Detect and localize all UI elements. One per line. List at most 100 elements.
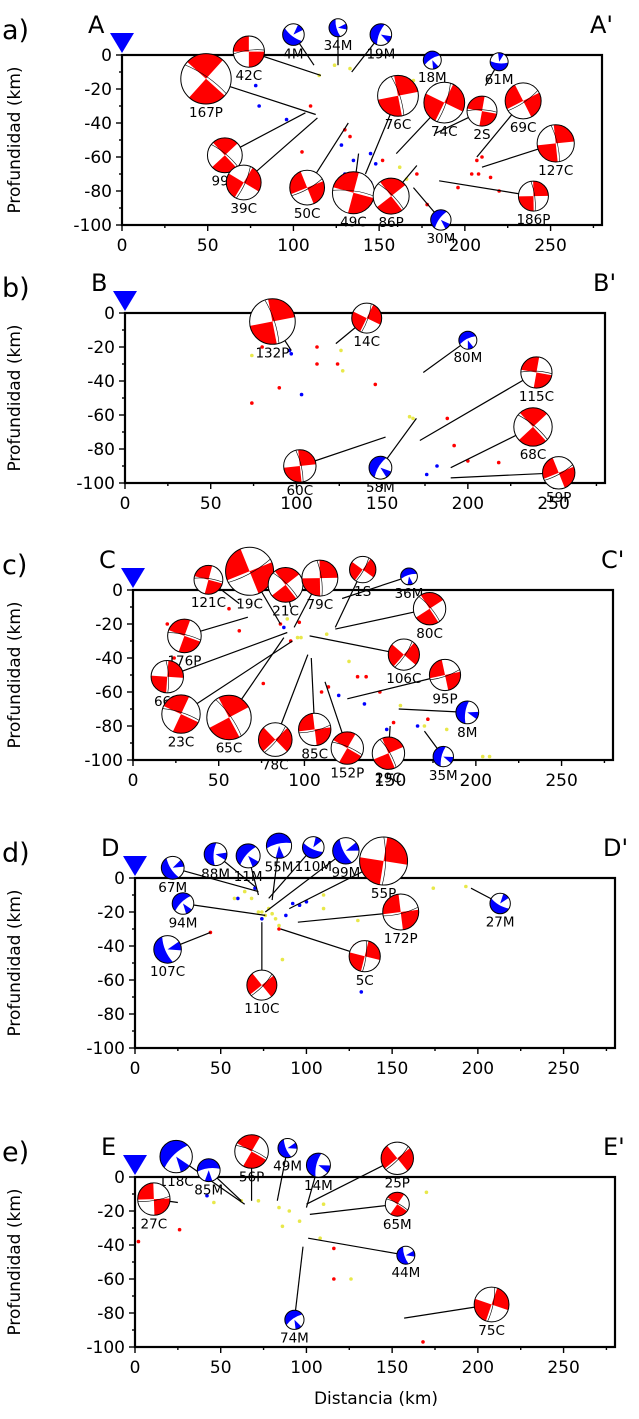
focal-mechanism-95P: [428, 658, 462, 692]
section-start-label: A: [88, 11, 105, 39]
mechanism-label: 39C: [230, 201, 257, 217]
beachball-fill: [519, 407, 548, 427]
hypocenter-red-dot: [319, 690, 324, 694]
nodal-plane: [235, 1144, 268, 1159]
hypocenter-yellow-dot: [318, 1236, 322, 1240]
hypocenter-red-dot: [332, 1246, 336, 1251]
mechanism-leader-line: [419, 371, 537, 442]
beachball-outline: [282, 23, 305, 46]
mechanism-label: 25P: [385, 1176, 410, 1192]
focal-mechanism-66C: [150, 660, 184, 694]
mechanism-label: 79C: [307, 597, 334, 613]
focal-mechanism-115C: [520, 356, 553, 389]
beachball-fill: [159, 1140, 188, 1168]
nodal-plane: [355, 557, 370, 582]
beachball-outline: [246, 969, 278, 1001]
mechanism-label: 110M: [295, 859, 332, 875]
x-tick-label: 200: [449, 236, 481, 256]
mechanism-label: 4M: [283, 46, 303, 62]
section-start-label: C: [99, 546, 116, 574]
hypocenter-red-dot: [391, 720, 396, 725]
focal-mechanism-49C: [331, 171, 375, 215]
hypocenter-blue-dot: [351, 158, 356, 163]
beachball-fill: [467, 711, 479, 720]
panel-letter: b): [2, 273, 30, 304]
hypocenter-yellow-dot: [339, 348, 343, 353]
beachball-fill: [289, 171, 308, 195]
mechanism-leader-line: [172, 867, 259, 893]
beachball-fill: [370, 23, 385, 45]
nodal-plane: [550, 125, 560, 162]
beachball-fill: [407, 576, 413, 585]
hypocenter-yellow-dot: [232, 896, 237, 901]
y-tick-label: 0: [114, 869, 125, 889]
beachball-outline: [298, 712, 332, 747]
beachball-outline: [265, 832, 293, 859]
hypocenter-red-dot: [421, 1340, 425, 1344]
beachball-fill: [479, 111, 497, 127]
mechanism-label: 65M: [383, 1217, 412, 1233]
x-tick-label: 150: [366, 494, 398, 514]
beachball-fill: [458, 331, 476, 345]
focal-mechanism-74M: [284, 1309, 305, 1330]
beachball-quadrants: [197, 1158, 221, 1182]
beachball-quadrants: [266, 833, 292, 859]
x-tick-label: 50: [210, 1358, 232, 1378]
beachball-quadrants: [233, 36, 265, 68]
y-tick-label: -100: [84, 751, 123, 771]
beachball-fill: [518, 196, 534, 212]
nodal-plane: [137, 1195, 171, 1202]
beachball-fill: [243, 167, 262, 192]
beachball-quadrants: [172, 892, 192, 914]
hypocenter-yellow-dot: [256, 1199, 261, 1203]
hypocenter-yellow-dot: [285, 617, 290, 621]
focal-mechanism-110M: [301, 836, 325, 859]
focal-mechanism-99C: [206, 137, 243, 174]
y-tick-label: 0: [101, 46, 112, 66]
hypocenter-red-dot: [488, 175, 493, 180]
focal-mechanism-25P: [380, 1141, 414, 1176]
beachball-fill: [339, 748, 362, 765]
focal-mechanism-18M: [422, 50, 442, 70]
y-tick-label: -40: [95, 649, 123, 669]
beachball-quadrants: [349, 557, 376, 582]
hypocenter-yellow-dot: [347, 659, 351, 664]
mechanism-label: 118C: [159, 1174, 194, 1190]
beachball-outline: [423, 81, 466, 124]
hypocenter-yellow-dot: [280, 957, 285, 962]
beachball-quadrants: [490, 53, 509, 71]
beachball-fill: [282, 28, 303, 46]
beachball-fill: [233, 36, 249, 52]
beachball-fill: [314, 727, 331, 746]
hypocenter-red-dot: [315, 345, 319, 349]
beachball-quadrants: [382, 894, 419, 930]
hypocenter-blue-dot: [368, 151, 373, 156]
hypocenter-yellow-dot: [321, 893, 326, 897]
nodal-plane: [362, 940, 367, 972]
x-tick-label: 50: [197, 236, 219, 256]
mechanism-label: 21C: [272, 603, 299, 619]
hypocenter-yellow-dot: [480, 754, 485, 759]
beachball-outline: [206, 694, 252, 741]
mechanism-label: 132P: [255, 345, 289, 361]
hypocenter-blue-dot: [415, 724, 420, 728]
focal-mechanism-2S: [466, 95, 498, 127]
y-axis-title: Profundidad (km): [5, 324, 25, 471]
mechanism-label: 27C: [141, 1216, 168, 1232]
beachball-outline: [348, 940, 381, 973]
focal-mechanism-79C: [301, 559, 339, 597]
section-end-label: A': [590, 11, 613, 39]
hypocenter-blue-dot: [284, 913, 288, 918]
beachball-quadrants: [184, 53, 227, 104]
hypocenter-blue-dot: [257, 104, 261, 108]
beachball-fill: [298, 449, 316, 466]
hypocenter-yellow-dot: [340, 369, 345, 373]
beachball-quadrants: [369, 456, 391, 478]
beachball-fill: [167, 660, 184, 678]
mechanism-leader-line: [182, 902, 266, 916]
panel-letter: d): [2, 838, 30, 869]
focal-mechanism-42C: [232, 35, 265, 68]
beachball-fill: [197, 1158, 221, 1172]
x-tick-label: 200: [452, 494, 484, 514]
